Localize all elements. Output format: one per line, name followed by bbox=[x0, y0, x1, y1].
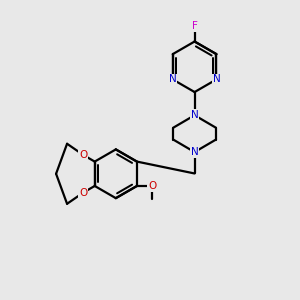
Text: N: N bbox=[213, 74, 220, 84]
Text: N: N bbox=[169, 74, 177, 84]
Text: N: N bbox=[191, 147, 199, 157]
Text: F: F bbox=[192, 21, 197, 31]
Text: O: O bbox=[148, 181, 157, 191]
Text: O: O bbox=[79, 150, 88, 160]
Text: O: O bbox=[79, 188, 88, 197]
Text: N: N bbox=[191, 110, 199, 120]
